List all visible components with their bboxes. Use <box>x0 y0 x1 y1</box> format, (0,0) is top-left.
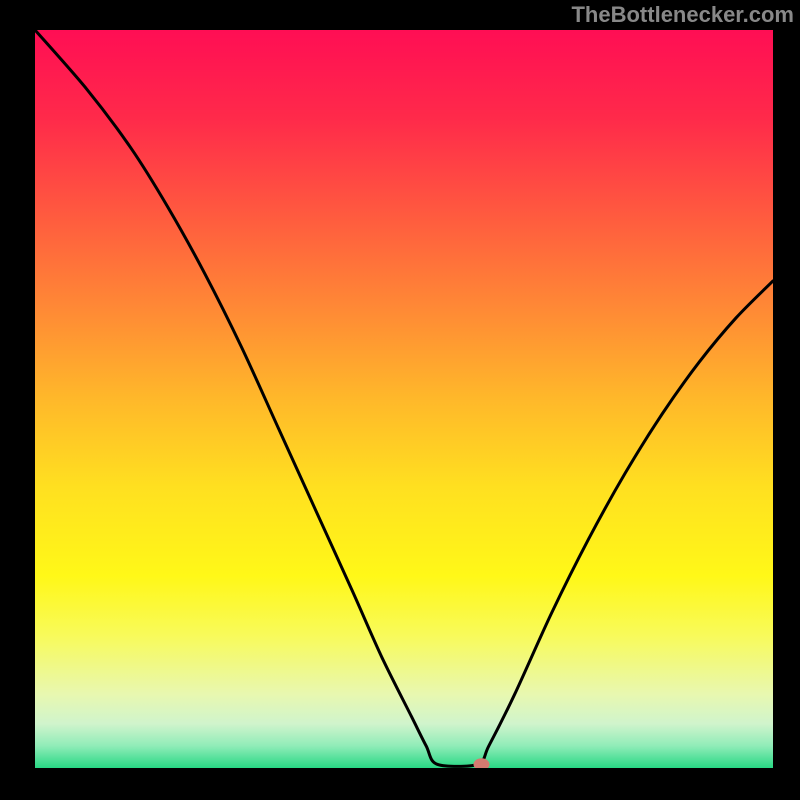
bottleneck-plot <box>35 30 773 768</box>
attribution-text: TheBottlenecker.com <box>571 2 794 28</box>
plot-background <box>35 30 773 768</box>
plot-svg <box>35 30 773 768</box>
chart-wrapper: TheBottlenecker.com <box>0 0 800 800</box>
